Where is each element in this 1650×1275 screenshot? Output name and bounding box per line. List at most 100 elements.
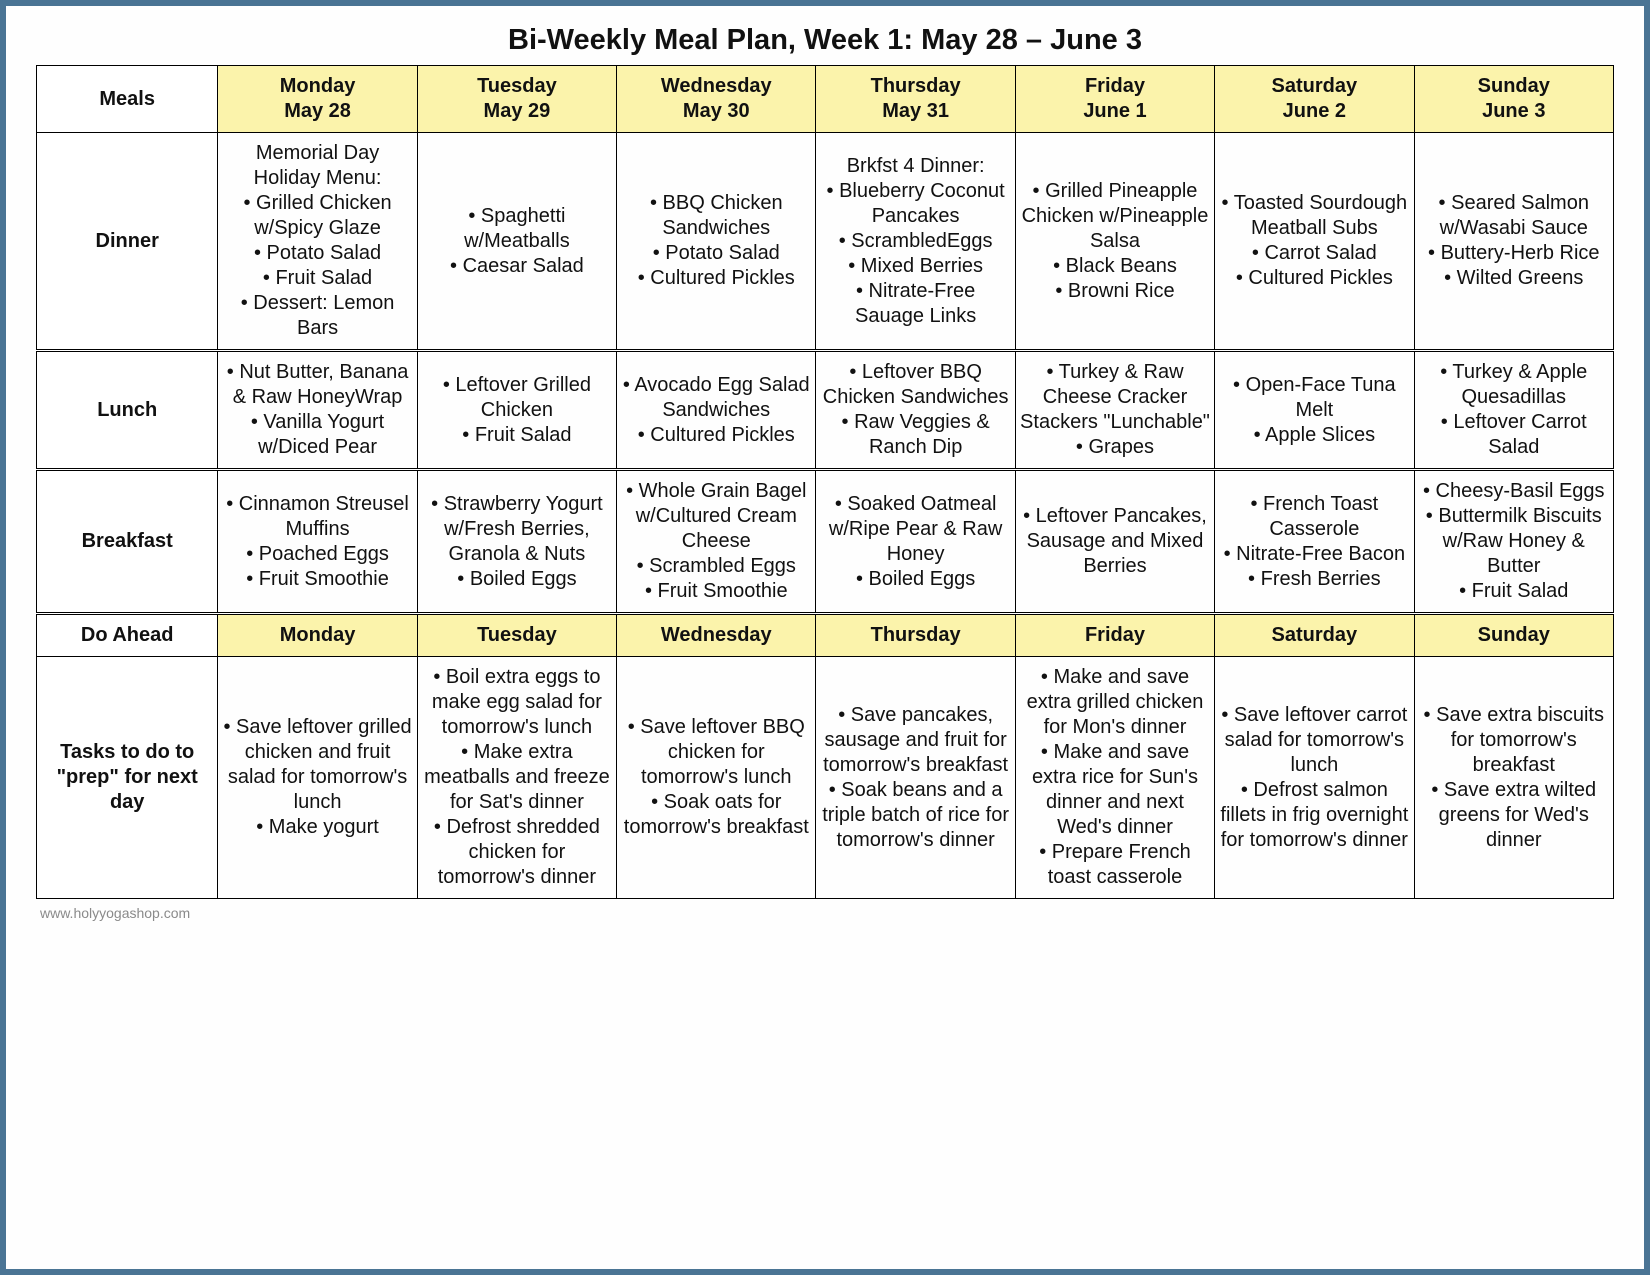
cell-item: • Grilled Pineapple Chicken w/Pineapple … <box>1020 179 1210 254</box>
cell-lead-text: Memorial Day Holiday Menu: <box>222 141 412 191</box>
cell-item: • Blueberry Coconut Pancakes <box>820 179 1010 229</box>
cell-item: • Soak beans and a triple batch of rice … <box>820 778 1010 853</box>
cell-item: • Wilted Greens <box>1419 266 1609 291</box>
day-name: Tuesday <box>477 75 557 97</box>
doahead-day-header: Saturday <box>1215 614 1414 657</box>
tasks-cell: • Save leftover BBQ chicken for tomorrow… <box>617 657 816 899</box>
tasks-cell: • Make and save extra grilled chicken fo… <box>1015 657 1214 899</box>
cell-item: • Avocado Egg Salad Sandwiches <box>621 373 811 423</box>
cell-item: • Cinnamon Streusel Muffins <box>222 492 412 542</box>
day-date: June 2 <box>1283 100 1346 122</box>
day-date: June 1 <box>1083 100 1146 122</box>
meal-cell: • French Toast Casserole• Nitrate-Free B… <box>1215 470 1414 614</box>
meal-cell: • Avocado Egg Salad Sandwiches• Cultured… <box>617 351 816 470</box>
cell-item: • Soaked Oatmeal w/Ripe Pear & Raw Honey <box>820 492 1010 567</box>
cell-item: • Make and save extra grilled chicken fo… <box>1020 665 1210 740</box>
cell-item: • ScrambledEggs <box>820 229 1010 254</box>
cell-item: • Turkey & Apple Quesadillas <box>1419 360 1609 410</box>
cell-item: • Cultured Pickles <box>621 423 811 448</box>
cell-item: • Save leftover carrot salad for tomorro… <box>1219 703 1409 778</box>
day-header: Thursday May 31 <box>816 66 1015 133</box>
meal-row-label: Lunch <box>37 351 218 470</box>
cell-item: • Fresh Berries <box>1219 567 1409 592</box>
cell-item: • Defrost salmon fillets in frig overnig… <box>1219 778 1409 853</box>
meal-cell: • Leftover Grilled Chicken• Fruit Salad <box>417 351 616 470</box>
meal-cell: • Cheesy-Basil Eggs• Buttermilk Biscuits… <box>1414 470 1613 614</box>
cell-item: • Dessert: Lemon Bars <box>222 291 412 341</box>
day-name: Thursday <box>871 75 961 97</box>
header-meals-label: Meals <box>37 66 218 133</box>
cell-item: • Carrot Salad <box>1219 241 1409 266</box>
cell-item: • Strawberry Yogurt w/Fresh Berries, Gra… <box>422 492 612 567</box>
cell-item: • Cultured Pickles <box>621 266 811 291</box>
meal-cell: • Strawberry Yogurt w/Fresh Berries, Gra… <box>417 470 616 614</box>
cell-item: • Whole Grain Bagel w/Cultured Cream Che… <box>621 479 811 554</box>
cell-item: • Poached Eggs <box>222 542 412 567</box>
cell-item: • Nitrate-Free Bacon <box>1219 542 1409 567</box>
cell-item: • French Toast Casserole <box>1219 492 1409 542</box>
day-date: May 29 <box>484 100 551 122</box>
day-header: Saturday June 2 <box>1215 66 1414 133</box>
cell-item: • Browni Rice <box>1020 279 1210 304</box>
day-header: SundayJune 3 <box>1414 66 1613 133</box>
cell-item: • Fruit Salad <box>422 423 612 448</box>
cell-item: • Prepare French toast casserole <box>1020 840 1210 890</box>
meal-cell: • BBQ Chicken Sandwiches• Potato Salad• … <box>617 133 816 351</box>
cell-item: • Raw Veggies & Ranch Dip <box>820 410 1010 460</box>
cell-item: • Leftover Carrot Salad <box>1419 410 1609 460</box>
cell-item: • Save leftover BBQ chicken for tomorrow… <box>621 715 811 790</box>
cell-item: • Grapes <box>1020 435 1210 460</box>
cell-item: • Vanilla Yogurt w/Diced Pear <box>222 410 412 460</box>
cell-item: • Save pancakes, sausage and fruit for t… <box>820 703 1010 778</box>
cell-item: • Potato Salad <box>222 241 412 266</box>
meal-row-dinner: Dinner Memorial Day Holiday Menu: • Grill… <box>37 133 1614 351</box>
meal-cell: • Spaghetti w/Meatballs• Caesar Salad <box>417 133 616 351</box>
tasks-cell: • Save leftover carrot salad for tomorro… <box>1215 657 1414 899</box>
meal-cell: • Grilled Pineapple Chicken w/Pineapple … <box>1015 133 1214 351</box>
meal-cell: • Seared Salmon w/Wasabi Sauce• Buttery-… <box>1414 133 1613 351</box>
doahead-header-row: Do Ahead Monday Tuesday Wednesday Thursd… <box>37 614 1614 657</box>
cell-lead-text: Brkfst 4 Dinner: <box>820 154 1010 179</box>
day-date: May 30 <box>683 100 750 122</box>
day-header: MondayMay 28 <box>218 66 417 133</box>
day-name: Saturday <box>1272 75 1358 97</box>
meal-cell: • Leftover BBQ Chicken Sandwiches• Raw V… <box>816 351 1015 470</box>
meal-cell: • Turkey & Raw Cheese Cracker Stackers "… <box>1015 351 1214 470</box>
cell-item: • Caesar Salad <box>422 254 612 279</box>
meal-row-lunch: Lunch • Nut Butter, Banana & Raw HoneyWr… <box>37 351 1614 470</box>
cell-item: • Nitrate-Free Sauage Links <box>820 279 1010 329</box>
cell-item: • Boiled Eggs <box>422 567 612 592</box>
day-date: May 31 <box>882 100 949 122</box>
meal-cell: • Leftover Pancakes, Sausage and Mixed B… <box>1015 470 1214 614</box>
day-name: Sunday <box>1478 75 1550 97</box>
cell-item: • Cheesy-Basil Eggs <box>1419 479 1609 504</box>
cell-item: • Nut Butter, Banana & Raw HoneyWrap <box>222 360 412 410</box>
cell-item: • Leftover Grilled Chicken <box>422 373 612 423</box>
cell-item: • Make extra meatballs and freeze for Sa… <box>422 740 612 815</box>
cell-item: • Cultured Pickles <box>1219 266 1409 291</box>
doahead-day-header: Monday <box>218 614 417 657</box>
cell-item: • Boil extra eggs to make egg salad for … <box>422 665 612 740</box>
day-name: Wednesday <box>661 75 772 97</box>
cell-item: • Save extra wilted greens for Wed's din… <box>1419 778 1609 853</box>
meal-cell: • Nut Butter, Banana & Raw HoneyWrap• Va… <box>218 351 417 470</box>
tasks-cell: • Save pancakes, sausage and fruit for t… <box>816 657 1015 899</box>
day-header: Wednesday May 30 <box>617 66 816 133</box>
doahead-day-header: Friday <box>1015 614 1214 657</box>
doahead-day-header: Thursday <box>816 614 1015 657</box>
cell-item: • Scrambled Eggs <box>621 554 811 579</box>
meal-row-label: Dinner <box>37 133 218 351</box>
tasks-row-label: Tasks to do to "prep" for next day <box>37 657 218 899</box>
cell-item: • Leftover Pancakes, Sausage and Mixed B… <box>1020 504 1210 579</box>
doahead-day-header: Tuesday <box>417 614 616 657</box>
day-header: Tuesday May 29 <box>417 66 616 133</box>
cell-item: • Fruit Smoothie <box>222 567 412 592</box>
meal-row-breakfast: Breakfast • Cinnamon Streusel Muffins• P… <box>37 470 1614 614</box>
header-row-days: Meals MondayMay 28 Tuesday May 29 Wednesd… <box>37 66 1614 133</box>
footer-url: www.holyyogashop.com <box>40 905 1614 921</box>
cell-item: • Save leftover grilled chicken and frui… <box>222 715 412 815</box>
meal-cell: • Soaked Oatmeal w/Ripe Pear & Raw Honey… <box>816 470 1015 614</box>
meal-row-label: Breakfast <box>37 470 218 614</box>
doahead-label: Do Ahead <box>37 614 218 657</box>
cell-item: • Boiled Eggs <box>820 567 1010 592</box>
